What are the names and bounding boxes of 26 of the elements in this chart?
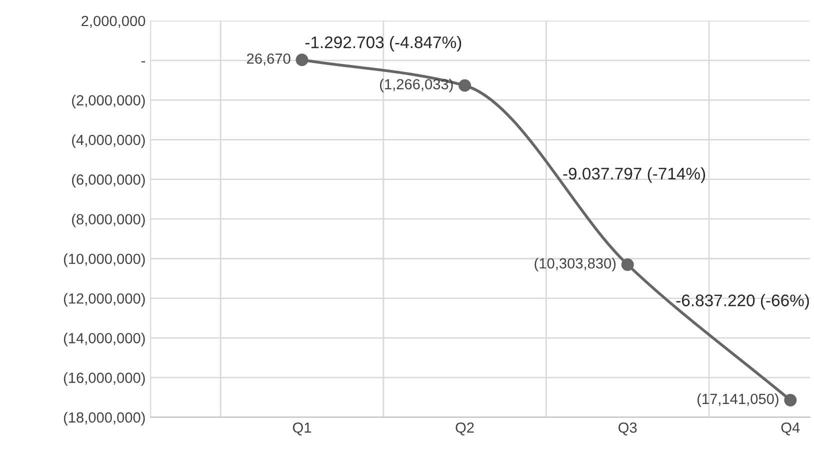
annotation: -9.037.797 (-714%) bbox=[563, 167, 706, 183]
point bbox=[296, 54, 308, 66]
y-tick-label: (8,000,000) bbox=[72, 214, 145, 228]
y-tick-label: (18,000,000) bbox=[64, 412, 145, 426]
x-tick-label: Q2 bbox=[456, 422, 474, 436]
point bbox=[784, 394, 797, 406]
y-tick-label: (10,000,000) bbox=[64, 253, 145, 267]
point bbox=[621, 258, 634, 271]
y-tick-label: (4,000,000) bbox=[72, 134, 145, 148]
annotation: -1.292.703 (-4.847%) bbox=[305, 36, 462, 52]
x-tick-label: Q3 bbox=[618, 422, 637, 436]
x-tick-label: Q4 bbox=[781, 422, 800, 436]
y-tick-label: (12,000,000) bbox=[64, 292, 145, 307]
y-tick-label: (6,000,000) bbox=[72, 174, 145, 188]
y-tick-label: (16,000,000) bbox=[64, 372, 145, 386]
x-tick-label: Q1 bbox=[292, 422, 312, 436]
annotation: -6.837.220 (-66%) bbox=[676, 294, 809, 310]
data-label: (10,303,830) bbox=[534, 258, 616, 272]
y-tick-label: - bbox=[142, 61, 146, 62]
y-tick-label: 2,000,000 bbox=[82, 16, 146, 28]
y-tick-label: (14,000,000) bbox=[64, 332, 145, 346]
y-tick-label: (2,000,000) bbox=[72, 94, 145, 108]
point bbox=[458, 79, 472, 92]
data-label: 26,670 bbox=[247, 53, 290, 66]
data-label: (17,141,050) bbox=[697, 393, 778, 407]
data-label: (1,266,033) bbox=[380, 78, 453, 92]
